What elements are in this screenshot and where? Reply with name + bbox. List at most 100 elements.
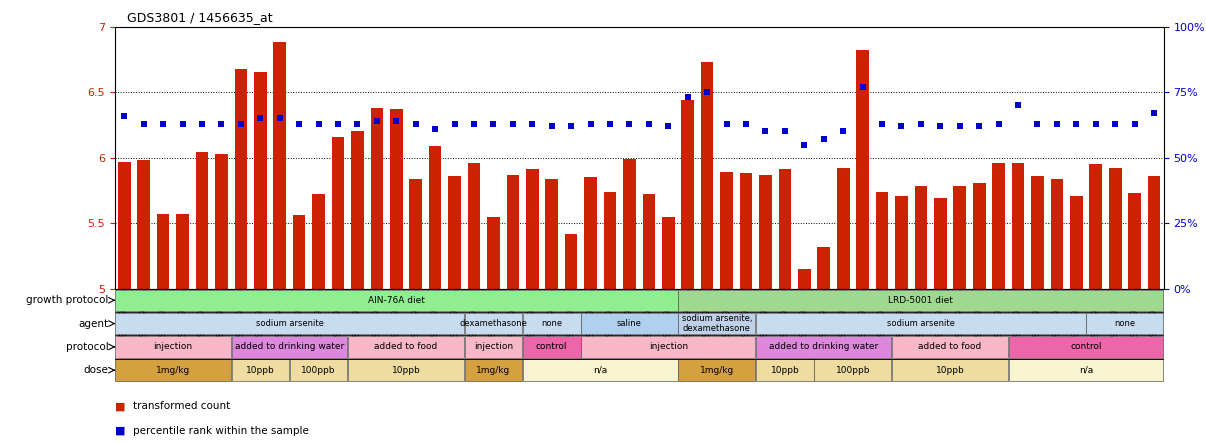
Text: n/a: n/a	[1079, 366, 1093, 375]
Bar	[856, 50, 870, 289]
Point	[387, 117, 406, 124]
Text: sodium arsenite,
dexamethasone: sodium arsenite, dexamethasone	[681, 314, 753, 333]
Bar	[662, 217, 674, 289]
Point	[716, 120, 736, 127]
Bar	[759, 174, 772, 289]
Bar	[115, 313, 464, 334]
Bar	[679, 289, 1164, 311]
Bar	[837, 168, 849, 289]
Bar	[933, 198, 947, 289]
Bar	[756, 336, 891, 357]
Text: 10ppb: 10ppb	[392, 366, 421, 375]
Bar	[973, 182, 985, 289]
Bar	[289, 360, 347, 381]
Point	[289, 120, 309, 127]
Bar	[798, 269, 810, 289]
Bar	[293, 215, 305, 289]
Bar	[1108, 168, 1122, 289]
Bar	[115, 336, 230, 357]
Bar	[701, 62, 714, 289]
Point	[406, 120, 426, 127]
Point	[989, 120, 1008, 127]
Bar	[351, 131, 364, 289]
Text: added to food: added to food	[919, 342, 982, 351]
Bar	[876, 192, 889, 289]
Bar	[274, 42, 286, 289]
Text: 100ppb: 100ppb	[302, 366, 335, 375]
Bar	[756, 360, 814, 381]
Point	[367, 117, 386, 124]
Bar	[720, 172, 733, 289]
Bar	[1129, 193, 1141, 289]
Bar	[523, 313, 580, 334]
Point	[795, 141, 814, 148]
Text: added to food: added to food	[374, 342, 438, 351]
Point	[172, 120, 192, 127]
Point	[833, 128, 853, 135]
Text: injection: injection	[153, 342, 193, 351]
Bar	[526, 170, 539, 289]
Text: 10ppb: 10ppb	[771, 366, 800, 375]
Bar	[581, 336, 755, 357]
Bar	[487, 217, 499, 289]
Bar	[176, 214, 189, 289]
Point	[212, 120, 232, 127]
Bar	[409, 178, 422, 289]
Point	[1087, 120, 1106, 127]
Bar	[464, 360, 522, 381]
Text: protocol: protocol	[66, 342, 109, 352]
Point	[737, 120, 756, 127]
Point	[153, 120, 172, 127]
Text: transformed count: transformed count	[133, 401, 230, 411]
Bar	[215, 154, 228, 289]
Bar	[892, 336, 1008, 357]
Bar	[429, 146, 441, 289]
Bar	[581, 313, 678, 334]
Text: sodium arsenite: sodium arsenite	[256, 319, 323, 328]
Point	[1067, 120, 1087, 127]
Text: injection: injection	[649, 342, 687, 351]
Bar	[157, 214, 170, 289]
Bar	[464, 313, 522, 334]
Point	[970, 123, 989, 130]
Point	[543, 123, 562, 130]
Bar	[1008, 336, 1164, 357]
Bar	[954, 186, 966, 289]
Bar	[349, 336, 464, 357]
Point	[658, 123, 678, 130]
Bar	[1031, 176, 1044, 289]
Bar	[679, 313, 755, 334]
Bar	[507, 174, 520, 289]
Bar	[624, 159, 636, 289]
Point	[853, 83, 872, 91]
Point	[484, 120, 503, 127]
Text: control: control	[535, 342, 568, 351]
Text: ■: ■	[115, 426, 125, 436]
Bar	[584, 177, 597, 289]
Bar	[449, 176, 461, 289]
Text: added to drinking water: added to drinking water	[769, 342, 878, 351]
Point	[522, 120, 541, 127]
Point	[232, 120, 251, 127]
Point	[347, 120, 367, 127]
Point	[639, 120, 658, 127]
Bar	[993, 163, 1005, 289]
Bar	[756, 313, 1085, 334]
Bar	[195, 152, 209, 289]
Point	[601, 120, 620, 127]
Point	[1125, 120, 1144, 127]
Bar	[545, 178, 558, 289]
Bar	[370, 108, 384, 289]
Bar	[118, 162, 130, 289]
Bar	[681, 100, 695, 289]
Point	[270, 115, 289, 122]
Text: AIN-76A diet: AIN-76A diet	[368, 296, 425, 305]
Text: ■: ■	[115, 401, 125, 411]
Point	[503, 120, 522, 127]
Bar	[1008, 360, 1164, 381]
Bar	[115, 360, 230, 381]
Bar	[564, 234, 578, 289]
Text: dose: dose	[83, 365, 109, 375]
Bar	[818, 247, 830, 289]
Text: 10ppb: 10ppb	[936, 366, 965, 375]
